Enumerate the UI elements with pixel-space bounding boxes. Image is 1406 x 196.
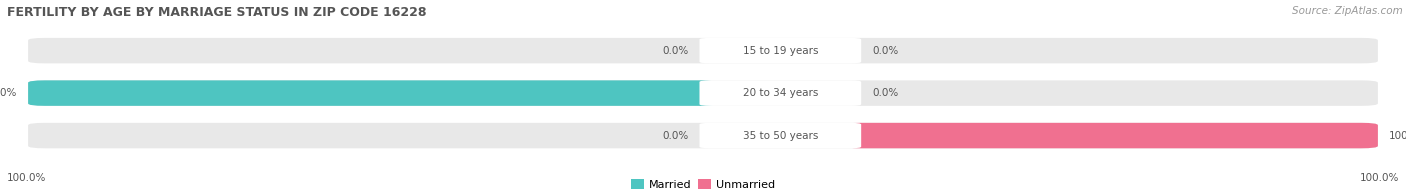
Text: 0.0%: 0.0% bbox=[662, 131, 689, 141]
Text: 20 to 34 years: 20 to 34 years bbox=[742, 88, 818, 98]
Text: Source: ZipAtlas.com: Source: ZipAtlas.com bbox=[1292, 6, 1403, 16]
FancyBboxPatch shape bbox=[700, 80, 860, 106]
FancyBboxPatch shape bbox=[844, 123, 1378, 148]
Text: 100.0%: 100.0% bbox=[1360, 173, 1399, 183]
Text: 0.0%: 0.0% bbox=[662, 46, 689, 56]
Text: 15 to 19 years: 15 to 19 years bbox=[742, 46, 818, 56]
Legend: Married, Unmarried: Married, Unmarried bbox=[627, 175, 779, 194]
FancyBboxPatch shape bbox=[28, 80, 1378, 106]
Text: FERTILITY BY AGE BY MARRIAGE STATUS IN ZIP CODE 16228: FERTILITY BY AGE BY MARRIAGE STATUS IN Z… bbox=[7, 6, 426, 19]
FancyBboxPatch shape bbox=[28, 123, 1378, 148]
FancyBboxPatch shape bbox=[700, 38, 860, 63]
FancyBboxPatch shape bbox=[700, 123, 860, 148]
FancyBboxPatch shape bbox=[28, 38, 1378, 63]
Text: 0.0%: 0.0% bbox=[873, 46, 898, 56]
Text: 100.0%: 100.0% bbox=[7, 173, 46, 183]
Text: 100.0%: 100.0% bbox=[1389, 131, 1406, 141]
Text: 100.0%: 100.0% bbox=[0, 88, 17, 98]
Text: 0.0%: 0.0% bbox=[873, 88, 898, 98]
Text: 35 to 50 years: 35 to 50 years bbox=[742, 131, 818, 141]
FancyBboxPatch shape bbox=[28, 80, 717, 106]
